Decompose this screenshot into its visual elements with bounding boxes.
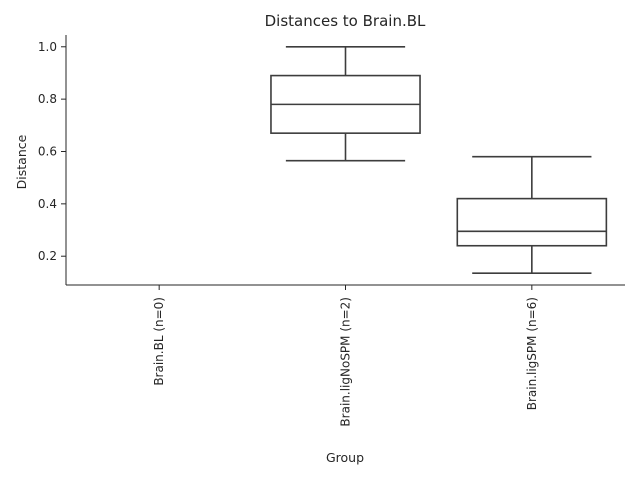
y-axis-label: Distance xyxy=(14,134,29,189)
boxes xyxy=(270,45,608,275)
box-group xyxy=(270,45,421,162)
y-tick-label: 0.2 xyxy=(38,249,57,263)
y-tick-label: 1.0 xyxy=(38,40,57,54)
chart-title: Distances to Brain.BL xyxy=(265,12,426,30)
y-axis-ticks: 0.2 0.4 0.6 0.8 1.0 xyxy=(38,40,66,263)
x-axis-ticks: Brain.BL (n=0) Brain.ligNoSPM (n=2) Brain.… xyxy=(152,285,539,427)
y-tick-label: 0.4 xyxy=(38,197,57,211)
box-group xyxy=(456,155,608,275)
y-tick-label: 0.6 xyxy=(38,144,57,158)
box-iqr xyxy=(456,197,608,247)
x-axis-label: Group xyxy=(326,450,364,465)
x-tick-label: Brain.ligNoSPM (n=2) xyxy=(339,297,353,427)
x-tick-label: Brain.BL (n=0) xyxy=(152,297,166,386)
x-tick-label: Brain.ligSPM (n=6) xyxy=(525,297,539,410)
y-tick-label: 0.8 xyxy=(38,92,57,106)
